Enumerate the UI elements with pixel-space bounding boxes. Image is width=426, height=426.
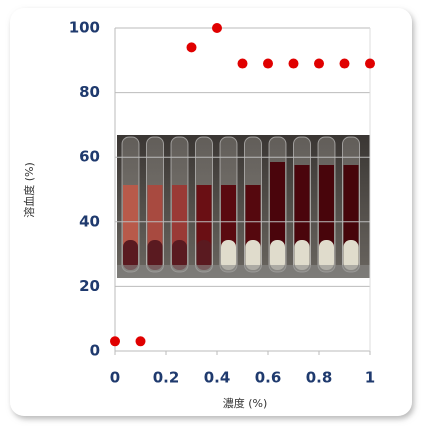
y-tick-label: 20 (79, 277, 100, 295)
x-tick-label: 0.6 (255, 369, 282, 387)
rack (117, 265, 370, 278)
photo (117, 135, 370, 278)
x-axis-label: 濃度 (%) (223, 396, 268, 410)
point (110, 336, 120, 346)
x-tick-label: 0.4 (204, 369, 231, 387)
y-tick-label: 100 (69, 19, 100, 37)
y-tick-label: 60 (79, 148, 100, 166)
point (263, 59, 273, 69)
point (187, 42, 197, 52)
point (238, 59, 248, 69)
y-tick-label: 40 (79, 212, 100, 230)
x-tick-label: 0.8 (306, 369, 333, 387)
point (212, 23, 222, 33)
point (340, 59, 350, 69)
y-tick-label: 80 (79, 83, 100, 101)
x-tick-label: 0 (110, 369, 120, 387)
x-tick-label: 0.2 (153, 369, 180, 387)
chart: 0 20 40 60 80 100 0 0.2 0.4 0.6 0.8 1 濃度 (%) 溶血度 (%… (0, 0, 426, 426)
point (136, 336, 146, 346)
point (314, 59, 324, 69)
y-tick-label: 0 (90, 342, 100, 360)
x-tick-label: 1 (365, 369, 375, 387)
y-axis-label: 溶血度 (%) (22, 162, 36, 218)
point (365, 59, 375, 69)
point (289, 59, 299, 69)
